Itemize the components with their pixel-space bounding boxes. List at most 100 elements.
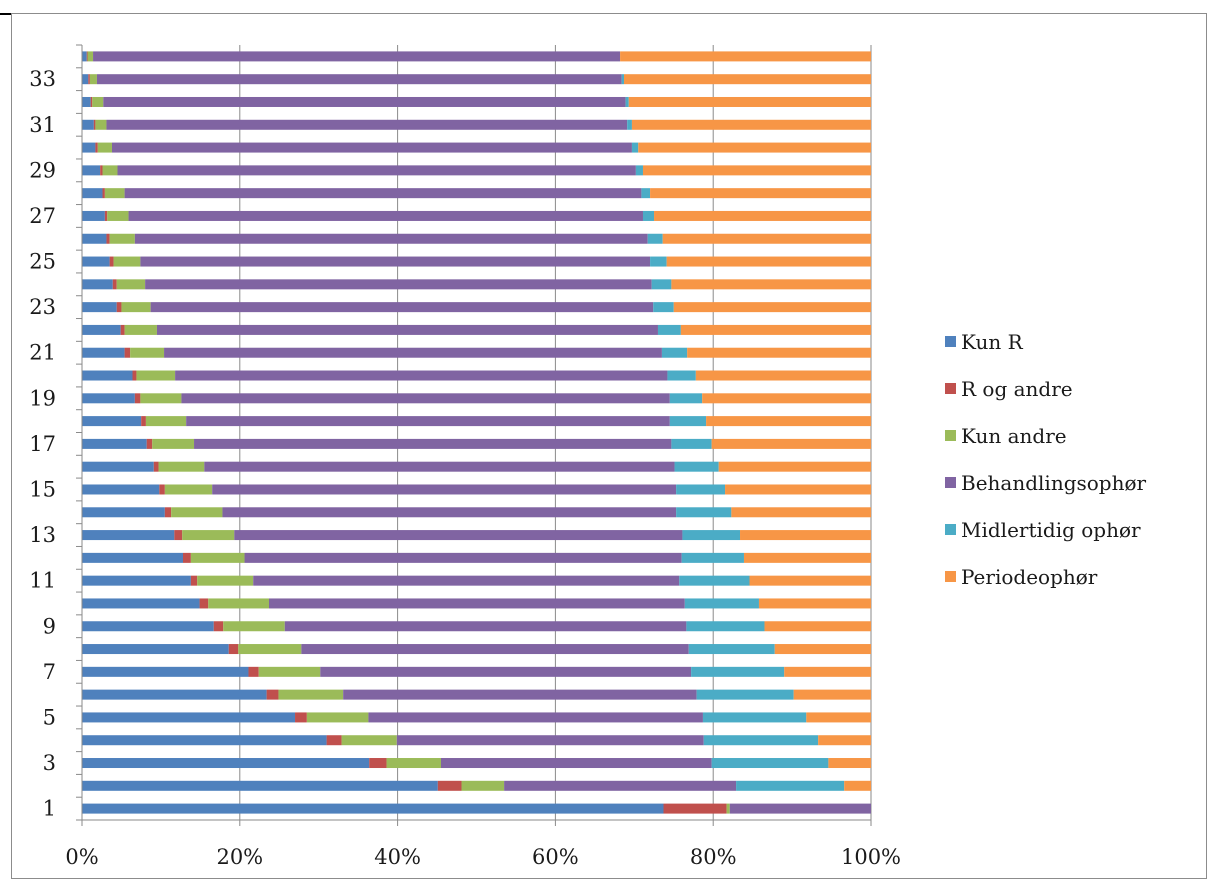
bar-segment	[103, 96, 626, 107]
bar-segment	[82, 279, 113, 290]
bar-segment	[204, 461, 675, 472]
bar-segment	[82, 370, 133, 381]
bar-segment	[100, 165, 103, 176]
bar-segment	[130, 347, 165, 358]
bar-segment	[650, 256, 667, 267]
bar-segment	[642, 210, 655, 221]
bar-segment	[828, 758, 871, 769]
bar-segment	[729, 803, 871, 814]
bar-segment	[82, 142, 96, 153]
bar-segment	[152, 438, 195, 449]
legend: Kun R R og andre Kun andre Behandlingsophør…	[945, 318, 1146, 600]
bar-segment	[82, 233, 107, 244]
bar-segment	[268, 598, 685, 609]
bar-segment	[688, 644, 775, 655]
bar-segment	[124, 324, 157, 335]
y-tick-label: 27	[29, 204, 56, 228]
bar-segment	[253, 575, 680, 586]
legend-label: Kun R	[961, 329, 1023, 354]
bar-segment	[82, 575, 191, 586]
bar-segment	[124, 347, 131, 358]
bar-segment	[651, 279, 672, 290]
bar-segment	[681, 552, 744, 563]
bar-segment	[164, 507, 172, 518]
bar-segment	[679, 575, 750, 586]
bar-segment	[164, 347, 662, 358]
bar-segment	[95, 142, 98, 153]
bar-segment	[104, 210, 108, 221]
bar-segment	[662, 233, 871, 244]
bar-segment	[641, 188, 651, 199]
bar-segment	[718, 461, 871, 472]
axes	[76, 44, 871, 821]
bar-segment	[673, 302, 871, 313]
bar-segment	[667, 370, 696, 381]
bar-segment	[164, 484, 213, 495]
legend-label: Behandlingsophør	[961, 470, 1147, 495]
legend-label: Midlertidig ophør	[961, 517, 1141, 542]
bar-segment	[124, 188, 642, 199]
bar-segment	[82, 484, 160, 495]
bar-segment	[82, 347, 125, 358]
bar-segment	[82, 735, 327, 746]
x-tick-label: 40%	[374, 845, 421, 869]
bar-segment	[117, 165, 636, 176]
bar-segment	[844, 780, 871, 791]
bar-segment	[228, 644, 239, 655]
bar-segment	[686, 621, 765, 632]
bar-segment	[82, 165, 101, 176]
bar-segment	[663, 803, 727, 814]
y-tick-label: 11	[29, 569, 56, 593]
bar-segment	[141, 416, 146, 427]
bar-segment	[702, 712, 807, 723]
bar-segment	[635, 165, 643, 176]
bar-segment	[238, 644, 302, 655]
bar-segment	[116, 302, 122, 313]
y-tick-label: 1	[43, 797, 56, 821]
bar-segment	[82, 256, 110, 267]
bar-segment	[774, 644, 871, 655]
bar-segment	[295, 712, 307, 723]
bar-segment	[82, 96, 91, 107]
bar-segment	[97, 142, 112, 153]
bar-segment	[112, 279, 117, 290]
bar-segment	[301, 644, 689, 655]
bar-segment	[150, 302, 654, 313]
bar-segment	[182, 552, 191, 563]
y-tick-label: 3	[43, 751, 56, 775]
bar-segment	[244, 552, 682, 563]
bar-segment	[793, 689, 871, 700]
bar-segment	[631, 142, 639, 153]
x-tick-label: 100%	[841, 845, 901, 869]
bar-segment	[758, 598, 871, 609]
legend-swatch	[945, 383, 956, 394]
bar-segment	[702, 393, 871, 404]
bar-segment	[82, 758, 370, 769]
bar-segment	[82, 393, 135, 404]
bar-segment	[248, 666, 259, 677]
bar-segment	[82, 302, 117, 313]
bar-segment	[661, 347, 688, 358]
bar-segment	[158, 461, 205, 472]
bar-segment	[145, 279, 652, 290]
y-tick-label: 15	[29, 477, 56, 501]
legend-item: Periodeophør	[945, 553, 1146, 600]
bar-segment	[461, 780, 505, 791]
bar-segment	[82, 803, 664, 814]
bar-segment	[82, 666, 249, 677]
bar-segment	[102, 165, 118, 176]
legend-swatch	[945, 336, 956, 347]
bar-segment	[504, 780, 737, 791]
bar-segment	[212, 484, 677, 495]
gridlines	[81, 45, 872, 826]
bar-segment	[113, 256, 141, 267]
bar-segment	[623, 74, 871, 85]
bar-segment	[93, 51, 621, 62]
bar-segment	[654, 210, 871, 221]
bar-segment	[642, 165, 871, 176]
bar-segment	[691, 666, 785, 677]
bar-segment	[669, 393, 703, 404]
bar-segment	[106, 233, 110, 244]
